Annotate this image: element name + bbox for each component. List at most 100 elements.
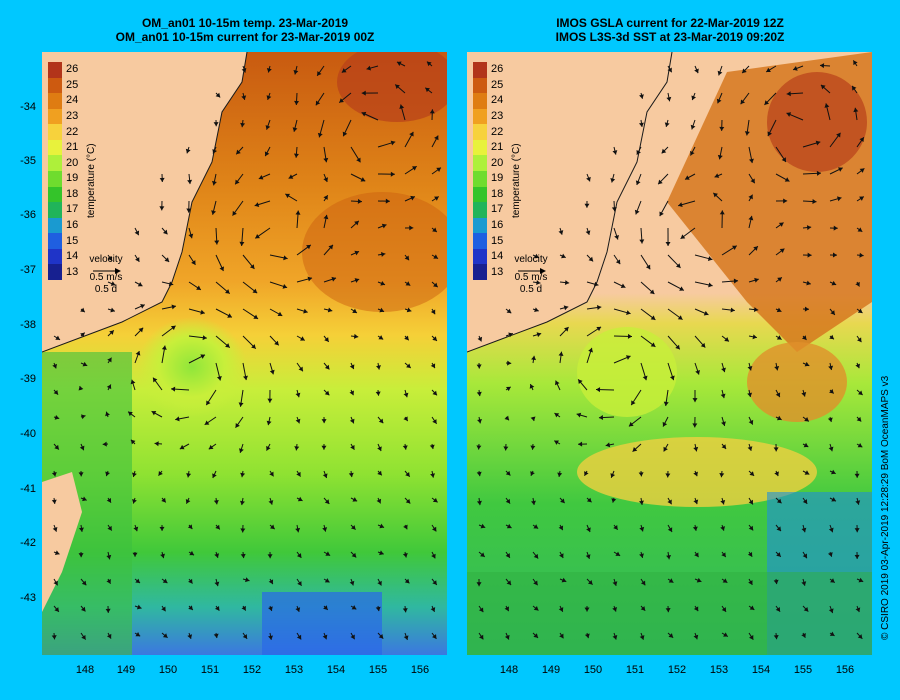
current-vector-head [667,67,672,73]
current-vector-head [533,553,539,559]
current-vector-head [405,281,411,286]
current-vector-head [611,207,617,212]
colorbar-tick-label: 23 [491,110,504,122]
current-vector-head [321,419,327,424]
current-vector-head [409,225,414,231]
longitude-tick-label: 154 [326,664,346,676]
current-vector-head [764,100,770,105]
current-vector-head [614,234,619,240]
current-vector-head [801,527,807,533]
current-vector-head [354,220,359,226]
left-title-line1: OM_an01 10-15m temp. 23-Mar-2019 [141,16,349,30]
current-vector-head [140,304,145,309]
current-vector-head [436,167,441,172]
current-vector-head [54,607,59,612]
current-vector-head [578,379,583,385]
current-vector-head [615,259,621,265]
current-vector-head [859,137,864,143]
current-vector-head [476,364,482,369]
current-vector-head [626,310,631,316]
current-vector-head [677,315,683,320]
current-vector-head [328,244,333,250]
current-vector-head [598,415,604,421]
current-vector-head [530,471,535,476]
current-vector-head [663,446,668,452]
current-vector-head [730,307,735,313]
current-vector-head [584,633,590,639]
current-vector-head [584,471,589,476]
current-vector-head [696,577,702,583]
longitude-tick-label: 153 [709,664,729,676]
current-vector-head [348,472,354,478]
colorbar-swatch [48,108,62,125]
current-vector-head [807,252,812,258]
current-vector-head [189,550,195,556]
current-vector-head [106,497,112,503]
current-vector-head [240,472,246,478]
current-vector-head [206,400,211,406]
right-panel-title: IMOS GSLA current for 22-Mar-2019 12Z IM… [460,16,880,44]
current-vector-head [766,67,771,73]
current-vector-head [859,252,864,258]
current-vector-head [685,175,690,180]
colorbar-scale [48,62,62,281]
current-vector-head [779,248,785,253]
current-vector-head [530,416,536,422]
current-vector-head [854,528,860,533]
current-vector-head [781,157,786,162]
current-vector-head [801,581,807,586]
current-vector-head [776,526,781,532]
current-vector-head [325,551,331,556]
current-vector-head [816,170,821,176]
current-vector-head [480,552,485,557]
current-vector-head [627,333,632,339]
current-vector-head [639,526,645,532]
colorbar-tick-label: 13 [491,265,504,278]
colorbar-tick-label: 17 [491,203,504,216]
current-vector-head [158,470,163,476]
colorbar-swatch [473,62,487,79]
current-vector-head [596,326,602,332]
current-vector-head [135,631,141,637]
current-vector-head [668,578,674,583]
current-vector-head [748,525,754,531]
current-vector-head [434,196,439,201]
current-vector-head [634,209,640,215]
colorbar-tick-label: 22 [66,125,79,138]
current-vector-head [405,498,411,504]
current-vector-head [225,343,230,348]
current-vector-head [559,553,564,559]
current-vector-head [576,412,582,418]
current-vector-head [376,498,382,504]
current-vector-head [405,472,410,477]
colorbar-tick-label: 14 [66,250,79,263]
right-title-line1: IMOS GSLA current for 22-Mar-2019 12Z [556,16,784,30]
current-vector-head [307,276,313,282]
colorbar-swatch [473,202,487,219]
current-vector-head [410,195,415,201]
current-vector-head [266,95,272,100]
current-vector-head [294,100,300,106]
colorbar-swatch [48,62,62,79]
current-vector-head [679,286,684,291]
current-vector-head [349,364,355,370]
current-vector-head [593,281,599,287]
colorbar-swatch [473,233,487,250]
current-vector-head [828,365,834,371]
current-vector-head [171,304,176,310]
current-vector-head [240,553,246,559]
current-vector-head [831,497,836,502]
current-vector-head [200,309,205,315]
current-vector-head [243,375,248,381]
current-vector-head [857,390,863,396]
current-vector-head [505,470,511,476]
current-vector-head [356,157,361,163]
colorbar-tick-label: 25 [66,78,79,91]
current-vector-head [747,392,753,398]
current-vector-head [478,607,484,613]
current-vector-head [135,257,140,262]
current-vector-head [170,325,176,331]
current-vector-head [827,552,833,557]
current-vector-head [154,441,159,447]
current-vector-head [638,122,644,127]
